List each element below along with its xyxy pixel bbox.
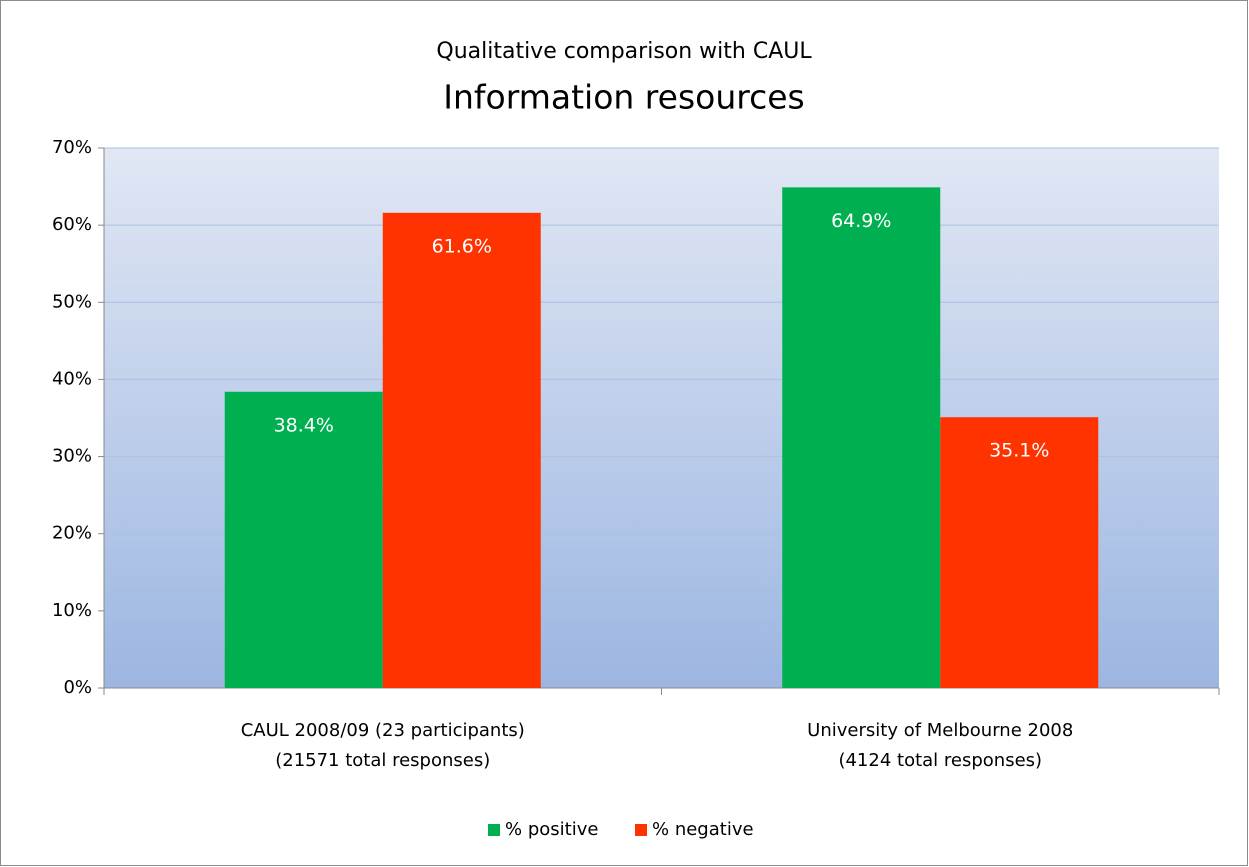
data-label: 64.9% <box>831 210 891 232</box>
x-tick-label: (21571 total responses) <box>275 750 490 771</box>
x-tick-label: University of Melbourne 2008 <box>807 720 1073 741</box>
legend-label: % positive <box>505 819 598 840</box>
legend-swatch <box>635 824 647 836</box>
y-tick-label: 10% <box>52 600 92 621</box>
y-tick-label: 50% <box>52 291 92 312</box>
x-tick-label: (4124 total responses) <box>838 750 1042 771</box>
y-tick-label: 60% <box>52 214 92 235</box>
y-tick-label: 20% <box>52 523 92 544</box>
y-tick-label: 40% <box>52 368 92 389</box>
x-tick-label: CAUL 2008/09 (23 participants) <box>241 720 525 741</box>
data-label: 61.6% <box>432 235 492 257</box>
bar <box>382 212 541 689</box>
legend-label: % negative <box>652 819 754 840</box>
y-tick-label: 70% <box>52 137 92 158</box>
data-label: 35.1% <box>989 440 1049 462</box>
bar <box>782 187 941 689</box>
y-tick-label: 0% <box>63 677 92 698</box>
bar <box>940 417 1099 688</box>
data-label: 38.4% <box>274 414 334 436</box>
chart-title: Qualitative comparison with CAUL <box>436 39 812 64</box>
legend-swatch <box>488 824 500 836</box>
bar <box>224 391 383 688</box>
chart-subtitle: Information resources <box>443 78 804 117</box>
y-tick-label: 30% <box>52 446 92 467</box>
